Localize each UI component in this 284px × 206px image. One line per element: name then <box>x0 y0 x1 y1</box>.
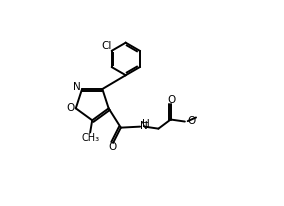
Text: CH₃: CH₃ <box>81 132 99 143</box>
Text: O: O <box>108 142 116 152</box>
Text: O: O <box>187 116 196 126</box>
Text: O: O <box>66 103 74 113</box>
Text: O: O <box>167 95 175 105</box>
Text: H: H <box>142 119 149 129</box>
Text: N: N <box>73 82 81 92</box>
Text: Cl: Cl <box>101 41 112 51</box>
Text: N: N <box>140 121 148 131</box>
